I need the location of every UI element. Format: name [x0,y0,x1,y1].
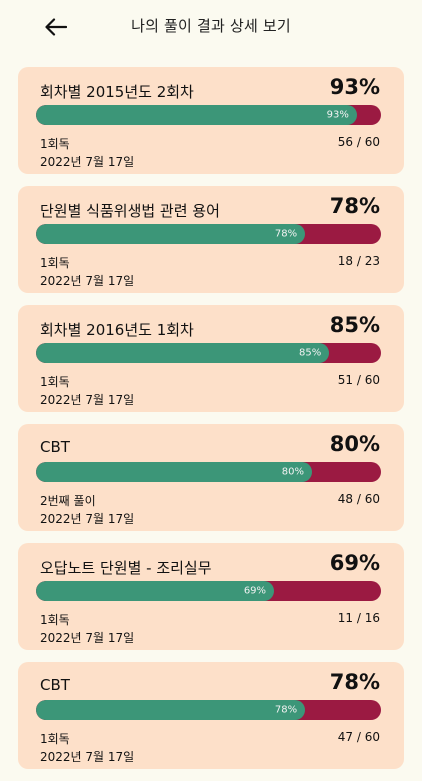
result-score: 18 / 23 [337,254,380,268]
result-date: 2022년 7월 17일 [40,393,135,407]
progress-bar-label: 93% [326,109,349,121]
result-card[interactable]: CBT 78% 78% 1회독 2022년 7월 17일 47 / 60 [18,662,404,769]
result-title: CBT [40,438,70,456]
progress-bar-fill: 69% [36,581,275,601]
result-percent: 93% [329,75,380,99]
result-percent: 80% [329,432,380,456]
result-round: 1회독 [40,613,70,627]
result-card[interactable]: 단원별 식품위생법 관련 용어 78% 78% 1회독 2022년 7월 17일… [18,186,404,293]
result-round: 1회독 [40,137,70,151]
result-round: 1회독 [40,732,70,746]
result-percent: 85% [329,313,380,337]
result-card[interactable]: 회차별 2015년도 2회차 93% 93% 1회독 2022년 7월 17일 … [18,67,404,174]
result-title: 오답노트 단원별 - 조리실무 [40,559,212,577]
result-round: 1회독 [40,375,70,389]
result-title: 회차별 2016년도 1회차 [40,321,194,339]
back-button[interactable] [38,12,74,42]
progress-bar-label: 85% [299,347,322,359]
progress-bar-fill: 78% [36,224,306,244]
result-score: 56 / 60 [337,135,380,149]
result-round: 1회독 [40,256,70,270]
result-card[interactable]: 오답노트 단원별 - 조리실무 69% 69% 1회독 2022년 7월 17일… [18,543,404,650]
progress-bar: 85% [36,343,381,363]
result-score: 48 / 60 [337,492,380,506]
progress-bar-fill: 78% [36,700,306,720]
result-title: 회차별 2015년도 2회차 [40,83,194,101]
result-percent: 69% [329,551,380,575]
result-round: 2번째 풀이 [40,494,96,508]
result-score: 47 / 60 [337,730,380,744]
progress-bar-label: 69% [243,585,267,597]
header: 나의 풀이 결과 상세 보기 [0,0,422,56]
result-score: 51 / 60 [337,373,380,387]
result-date: 2022년 7월 17일 [40,512,135,526]
progress-bar-label: 80% [281,466,304,478]
progress-bar: 78% [36,700,381,720]
progress-bar: 93% [36,105,381,125]
result-date: 2022년 7월 17일 [40,631,135,645]
progress-bar-fill: 85% [36,343,330,363]
progress-bar: 69% [36,581,381,601]
progress-bar: 78% [36,224,381,244]
progress-bar-label: 78% [274,704,298,716]
result-title: CBT [40,676,70,694]
result-date: 2022년 7월 17일 [40,274,135,288]
result-date: 2022년 7월 17일 [40,155,135,169]
result-card[interactable]: CBT 80% 80% 2번째 풀이 2022년 7월 17일 48 / 60 [18,424,404,531]
page-title: 나의 풀이 결과 상세 보기 [131,17,291,35]
arrow-left-icon [45,18,67,36]
result-percent: 78% [329,194,380,218]
result-list: 회차별 2015년도 2회차 93% 93% 1회독 2022년 7월 17일 … [18,67,404,781]
progress-bar: 80% [36,462,381,482]
result-percent: 78% [329,670,380,694]
progress-bar-fill: 93% [36,105,357,125]
result-title: 단원별 식품위생법 관련 용어 [40,202,220,220]
progress-bar-label: 78% [274,228,298,240]
result-card[interactable]: 회차별 2016년도 1회차 85% 85% 1회독 2022년 7월 17일 … [18,305,404,412]
result-score: 11 / 16 [337,611,380,625]
result-date: 2022년 7월 17일 [40,750,135,764]
progress-bar-fill: 80% [36,462,312,482]
